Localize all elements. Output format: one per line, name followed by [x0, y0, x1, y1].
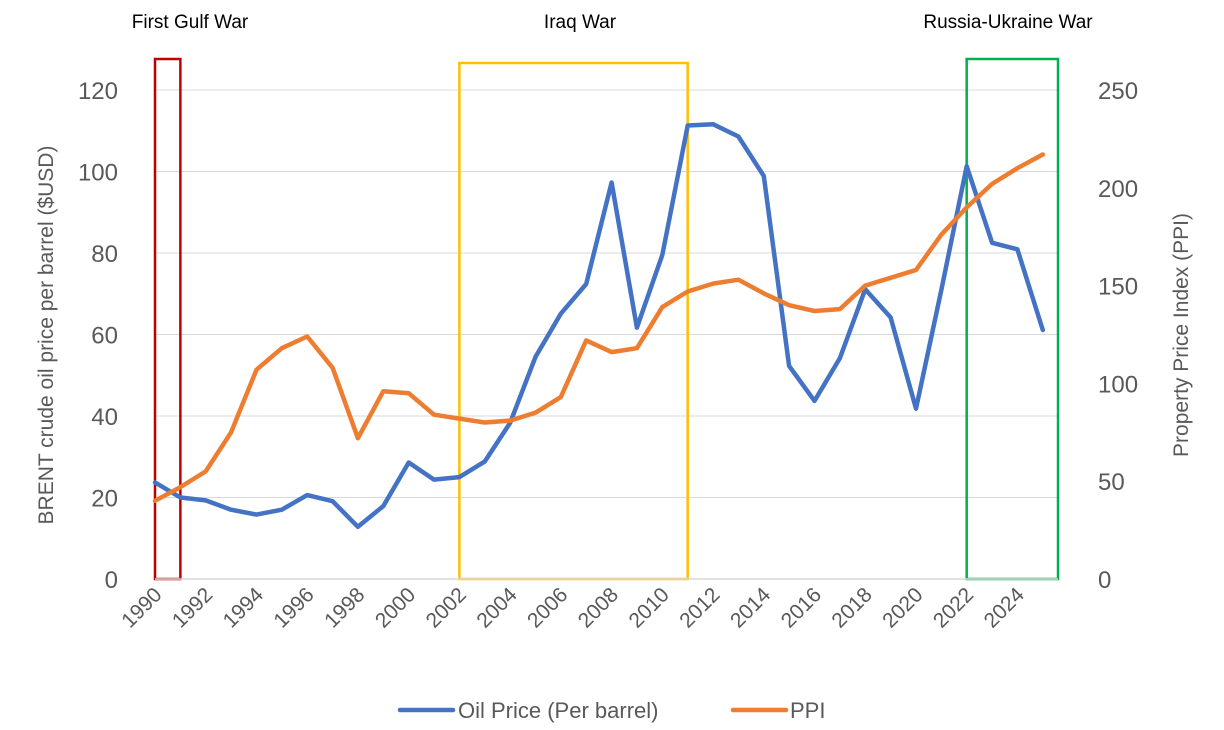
y-tick-label-right: 200: [1098, 176, 1138, 203]
event-label: Iraq War: [544, 12, 617, 33]
y-tick-label-left: 0: [105, 567, 118, 594]
y-axis-title-left: BRENT crude oil price per barrel ($USD): [35, 146, 58, 525]
y-axis-title-right: Property Price Index (PPI): [1170, 213, 1193, 457]
x-tick-label: 2000: [371, 583, 420, 632]
y-tick-label-left: 20: [91, 486, 118, 513]
y-tick-label-left: 80: [91, 241, 118, 268]
x-tick-label: 2012: [675, 583, 724, 632]
ppi-line: [152, 152, 1046, 504]
y-tick-label-left: 40: [91, 404, 118, 431]
legend-label: Oil Price (Per barrel): [458, 698, 658, 723]
y-tick-label-right: 50: [1098, 469, 1125, 496]
event-label: Russia-Ukraine War: [923, 12, 1093, 33]
series-lines: [152, 121, 1046, 530]
x-tick-label: 1998: [320, 583, 369, 632]
x-tick-label: 2016: [777, 583, 826, 632]
y-tick-label-left: 120: [78, 78, 118, 105]
y-tick-label-right: 250: [1098, 78, 1138, 105]
event-label: First Gulf War: [132, 12, 249, 33]
x-tick-label: 2022: [929, 583, 978, 632]
x-tick-label: 2014: [726, 583, 776, 633]
legend-label: PPI: [790, 698, 825, 723]
x-tick-label: 1992: [168, 583, 217, 632]
x-tick-label: 2010: [625, 583, 674, 632]
x-tick-label: 2018: [827, 583, 876, 632]
x-tick-label: 2024: [980, 583, 1030, 633]
x-tick-label: 1990: [117, 583, 166, 632]
oil-price-line: [152, 121, 1046, 530]
y-tick-label-left: 100: [78, 160, 118, 187]
event-annotations: First Gulf War Iraq War Russia-Ukraine War: [132, 12, 1093, 581]
x-tick-label: 2008: [574, 583, 623, 632]
x-tick-label: 2020: [878, 583, 927, 632]
x-tick-label: 1996: [269, 583, 318, 632]
x-tick-label: 2004: [472, 583, 522, 633]
event-box: [965, 57, 1060, 581]
y-tick-label-right: 150: [1098, 274, 1138, 301]
x-tick-label: 2002: [422, 583, 471, 632]
y-tick-label-right: 0: [1098, 567, 1111, 594]
y-tick-label-right: 100: [1098, 371, 1138, 398]
x-tick-label: 1994: [219, 583, 269, 633]
x-tick-label: 2006: [523, 583, 572, 632]
y-tick-label-left: 60: [91, 323, 118, 350]
legend: Oil Price (Per barrel) PPI: [397, 698, 825, 723]
